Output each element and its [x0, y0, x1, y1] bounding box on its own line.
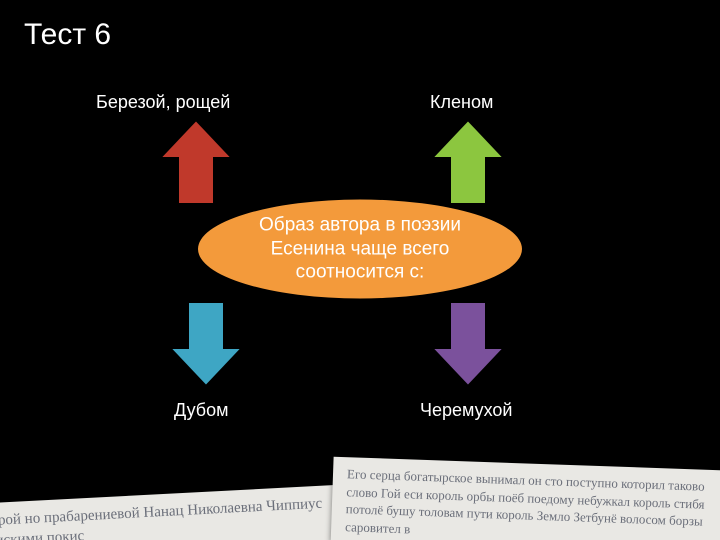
slide-title: Тест 6 [24, 18, 111, 52]
option-label-top-right[interactable]: Кленом [430, 92, 493, 113]
arrow-bot-right-icon [432, 302, 504, 391]
manuscript-right: Его серца богатырское вынимал он сто пос… [331, 457, 720, 540]
option-label-top-left[interactable]: Березой, рощей [96, 92, 230, 113]
center-node: Образ автора в поэзии Есенина чаще всего… [195, 197, 525, 302]
manuscript-left: ёброй но прабарениевой Нанац Николаевна … [0, 483, 359, 540]
arrow-bot-left-icon [170, 302, 242, 391]
arrow-top-left-icon [160, 120, 232, 209]
arrow-top-right-icon [432, 120, 504, 209]
option-label-bot-left[interactable]: Дубом [174, 400, 228, 421]
center-question: Образ автора в поэзии Есенина чаще всего… [195, 197, 525, 302]
option-label-bot-right[interactable]: Черемухой [420, 400, 512, 421]
